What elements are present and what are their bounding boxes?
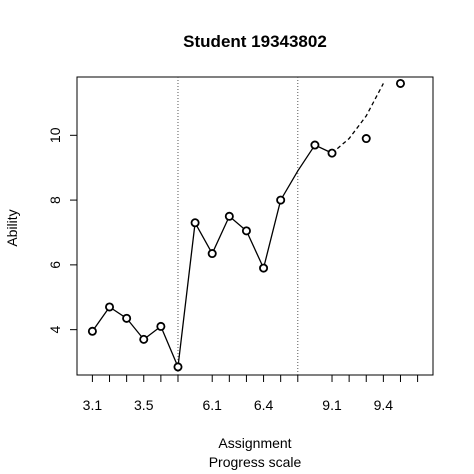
data-point [122,313,132,323]
y-tick-label: 4 [47,326,63,334]
data-point [395,78,405,88]
data-point [190,218,200,228]
x-axis-label-2: Progress scale [209,454,302,470]
points-layer [87,78,405,372]
x-tick-label: 9.1 [322,397,342,413]
x-tick-label: 3.5 [134,397,154,413]
data-point [156,321,166,331]
data-point [87,326,97,336]
y-axis-label: Ability [4,209,20,246]
plot-frame [76,76,434,376]
data-point [207,249,217,259]
y-tick-label: 10 [47,127,63,143]
x-axis-label: Assignment [218,435,291,451]
data-point [241,226,251,236]
x-tick-label: 6.4 [254,397,274,413]
data-point [259,263,269,273]
data-point [310,140,320,150]
chart-title: Student 19343802 [183,32,327,51]
x-tick-label: 3.1 [83,397,103,413]
y-tick-label: 8 [47,196,63,204]
series-line [177,144,333,367]
y-tick-label: 6 [47,261,63,269]
data-point [361,134,371,144]
data-point [224,211,234,221]
y-axis: 4 6 8 10 [47,127,77,334]
data-point [105,302,115,312]
data-point [327,148,337,158]
series-layer [91,83,384,368]
data-point [173,362,183,372]
x-axis: 3.1 3.5 6.1 6.4 9.1 9.4 [83,375,419,413]
x-tick-label: 9.4 [374,397,394,413]
x-tick-label: 6.1 [202,397,222,413]
series-line-dashed [331,83,384,154]
series-line [91,306,179,368]
data-point [139,334,149,344]
data-point [276,195,286,205]
